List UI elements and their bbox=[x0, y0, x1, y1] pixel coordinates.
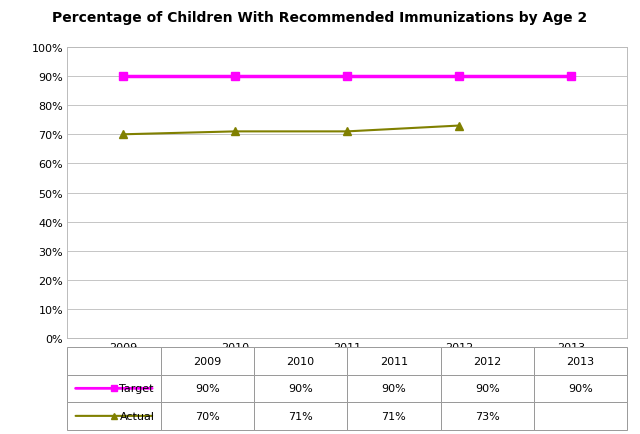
Text: 2011: 2011 bbox=[380, 356, 408, 366]
Text: 70%: 70% bbox=[195, 411, 220, 421]
Bar bbox=[67, 375, 161, 402]
Text: 2013: 2013 bbox=[566, 356, 595, 366]
Bar bbox=[254, 402, 348, 430]
Bar bbox=[534, 375, 627, 402]
Bar bbox=[534, 347, 627, 375]
Bar bbox=[67, 347, 161, 375]
Text: 71%: 71% bbox=[381, 411, 406, 421]
Bar bbox=[161, 402, 254, 430]
Bar bbox=[67, 402, 161, 430]
Text: 71%: 71% bbox=[288, 411, 313, 421]
Bar bbox=[254, 347, 348, 375]
Bar bbox=[534, 402, 627, 430]
Text: Actual: Actual bbox=[120, 411, 154, 421]
Text: 90%: 90% bbox=[568, 384, 593, 393]
Text: 2012: 2012 bbox=[473, 356, 501, 366]
Text: 73%: 73% bbox=[475, 411, 500, 421]
Bar bbox=[161, 347, 254, 375]
Text: 2009: 2009 bbox=[193, 356, 221, 366]
Bar bbox=[440, 375, 534, 402]
Text: 90%: 90% bbox=[381, 384, 406, 393]
Bar bbox=[440, 402, 534, 430]
Bar bbox=[161, 375, 254, 402]
Bar bbox=[347, 402, 440, 430]
Bar bbox=[347, 347, 440, 375]
Text: 90%: 90% bbox=[195, 384, 220, 393]
Text: 2010: 2010 bbox=[287, 356, 315, 366]
Text: 90%: 90% bbox=[288, 384, 313, 393]
Bar bbox=[440, 347, 534, 375]
Bar bbox=[254, 375, 348, 402]
Text: 90%: 90% bbox=[475, 384, 500, 393]
Text: Percentage of Children With Recommended Immunizations by Age 2: Percentage of Children With Recommended … bbox=[52, 11, 588, 25]
Text: Target: Target bbox=[120, 384, 154, 393]
Bar bbox=[347, 375, 440, 402]
